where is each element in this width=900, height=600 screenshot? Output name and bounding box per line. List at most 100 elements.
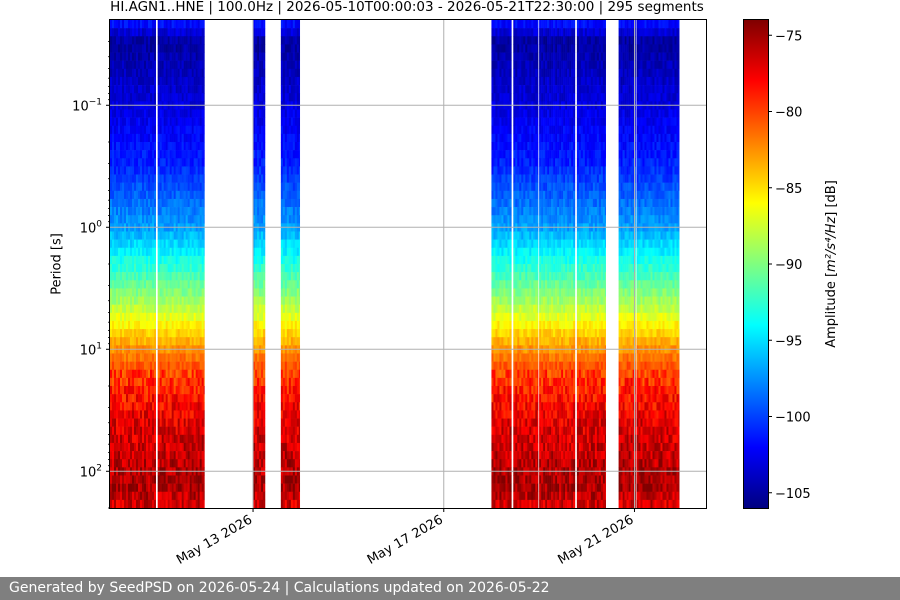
psd-cell [110,264,113,273]
psd-cell [497,158,500,167]
psd-cell [144,255,147,265]
psd-cell [175,483,178,493]
psd-cell [296,52,300,61]
psd-cell [513,117,516,127]
psd-cell [290,85,294,94]
psd-cell [112,174,115,183]
psd-cell [138,361,141,371]
psd-cell [296,36,300,45]
psd-cell [173,304,176,314]
psd-cell [509,394,512,403]
psd-cell [120,60,123,70]
psd-cell [495,296,498,305]
psd-cell [154,442,156,452]
psd-cell [120,320,123,330]
psd-cell [148,426,151,436]
psd-cell [161,288,164,297]
psd-cell [126,402,129,411]
psd-cell [197,386,200,395]
psd-cell [154,85,156,94]
psd-cell [152,288,155,297]
psd-cell [197,44,200,53]
psd-cell [144,142,147,151]
psd-cell [152,459,155,468]
psd-cell [132,182,135,192]
psd-cell [118,304,121,314]
psd-cell [193,353,196,362]
psd-cell [280,264,284,273]
psd-cell [175,426,178,436]
psd-cell [187,353,190,362]
psd-cell [259,125,262,135]
psd-cell [493,182,496,192]
psd-cell [171,329,174,338]
psd-cell [493,142,496,151]
psd-cell [257,434,260,444]
psd-cell [110,361,113,371]
psd-cell [499,182,502,192]
psd-cell [491,264,494,273]
psd-cell [521,353,524,362]
psd-cell [505,68,508,78]
psd-cell [173,312,176,322]
psd-cell [148,329,151,338]
psd-cell [203,499,205,509]
psd-cell [136,499,139,509]
psd-cell [134,44,137,53]
psd-cell [128,150,131,159]
psd-cell [290,231,294,240]
psd-cell [112,296,115,305]
psd-cell [150,483,153,493]
psd-cell [493,304,496,314]
psd-cell [189,483,192,493]
psd-cell [177,198,180,208]
psd-cell [189,434,192,444]
psd-cell [189,125,192,135]
psd-cell [181,369,184,379]
psd-cell [132,52,135,61]
psd-column [128,20,131,509]
psd-cell [513,28,516,37]
psd-cell [195,329,198,338]
psd-cell [150,410,153,419]
psd-cell [298,288,301,297]
psd-cell [169,369,172,379]
psd-cell [195,288,198,297]
psd-cell [130,207,133,216]
psd-cell [505,329,508,338]
psd-cell [290,459,294,468]
psd-cell [261,402,264,411]
psd-cell [521,28,524,37]
psd-cell [280,402,284,411]
psd-cell [491,442,494,452]
psd-cell [130,247,133,257]
psd-cell [507,166,510,175]
psd-cell [261,320,264,330]
psd-cell [263,394,266,403]
psd-cell [257,272,260,281]
psd-cell [259,142,262,151]
psd-cell [296,182,300,192]
psd-cell [199,386,202,395]
psd-cell [197,402,200,411]
psd-cell [501,353,504,362]
psd-cell [290,207,294,216]
psd-cell [515,483,518,493]
psd-cell [257,329,260,338]
psd-cell [497,215,500,224]
psd-cell [140,117,143,127]
psd-cell [527,255,530,265]
psd-cell [175,239,178,249]
psd-cell [112,109,115,118]
psd-cell [163,174,166,183]
psd-cell [505,353,508,362]
psd-cell [255,296,258,305]
psd-cell [201,215,204,224]
psd-cell [130,483,133,493]
psd-cell [497,68,500,78]
psd-cell [294,239,298,249]
psd-cell [509,410,512,419]
psd-cell [259,272,262,281]
psd-cell [183,304,186,314]
psd-cell [116,394,119,403]
